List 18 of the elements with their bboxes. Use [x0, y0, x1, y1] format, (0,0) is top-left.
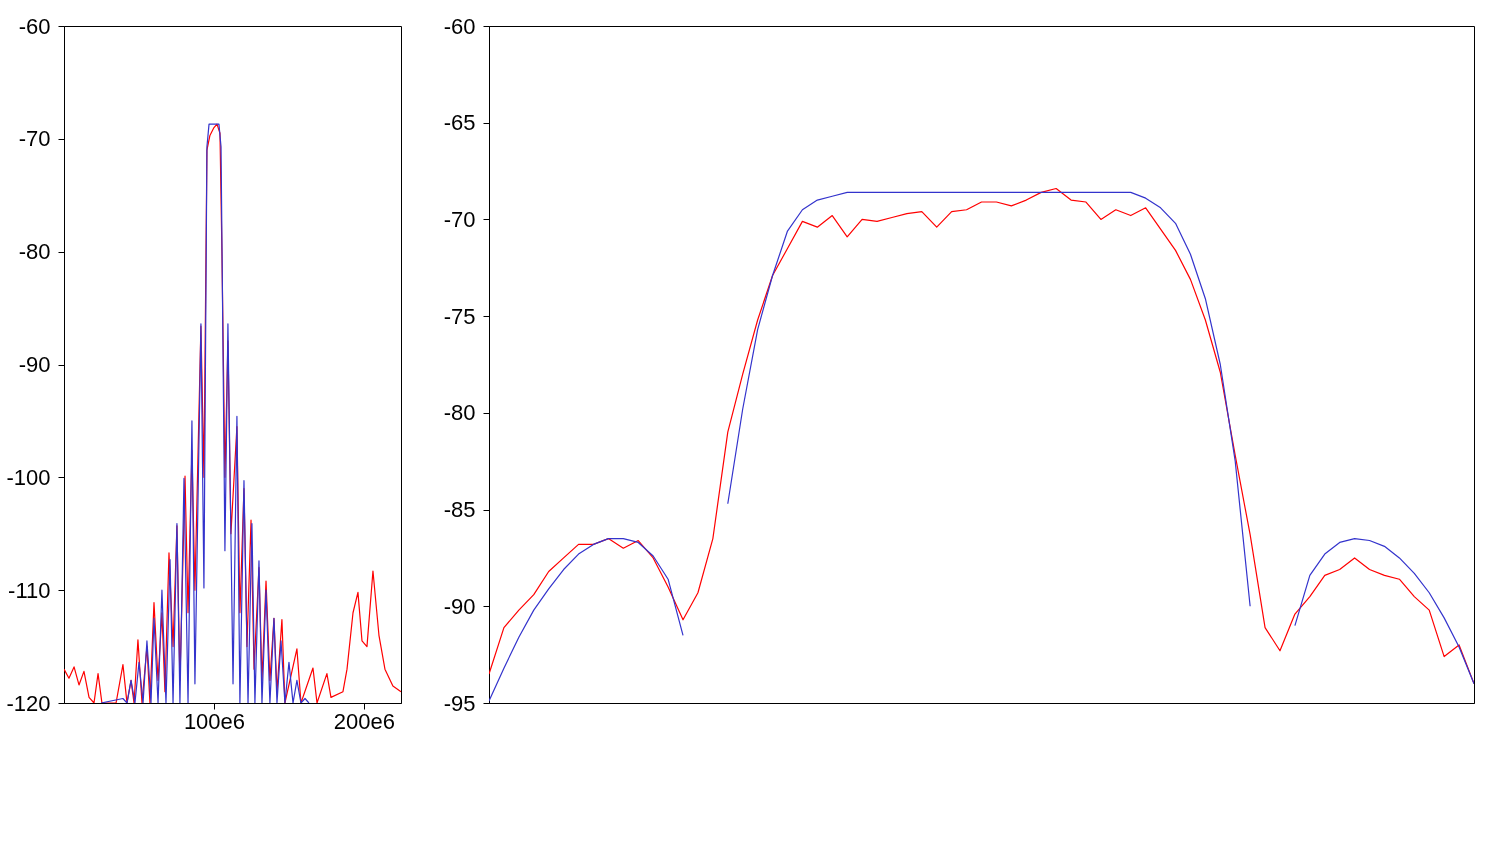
- x-tick-label: 100e6: [183, 708, 246, 734]
- y-tick-label: -65: [443, 110, 476, 136]
- y-tick-label: -60: [18, 13, 51, 39]
- y-tick-label: -80: [443, 400, 476, 426]
- y-tick-label: -90: [443, 593, 476, 619]
- y-tick-label: -90: [18, 352, 51, 377]
- y-tick-label: -80: [18, 239, 51, 265]
- y-tick-label: -100: [6, 464, 51, 490]
- y-tick-label: -70: [18, 126, 51, 152]
- y-tick-label: -120: [6, 690, 51, 716]
- y-tick-label: -60: [443, 13, 476, 39]
- x-tick-label: 200e6: [333, 708, 396, 734]
- line-series: [100, 123, 310, 703]
- y-tick-label: -95: [443, 690, 476, 716]
- y-tick-label: -75: [443, 303, 476, 329]
- y-tick-label: -70: [443, 206, 476, 232]
- y-tick-label: -85: [443, 497, 476, 523]
- y-tick-label: -110: [8, 577, 51, 603]
